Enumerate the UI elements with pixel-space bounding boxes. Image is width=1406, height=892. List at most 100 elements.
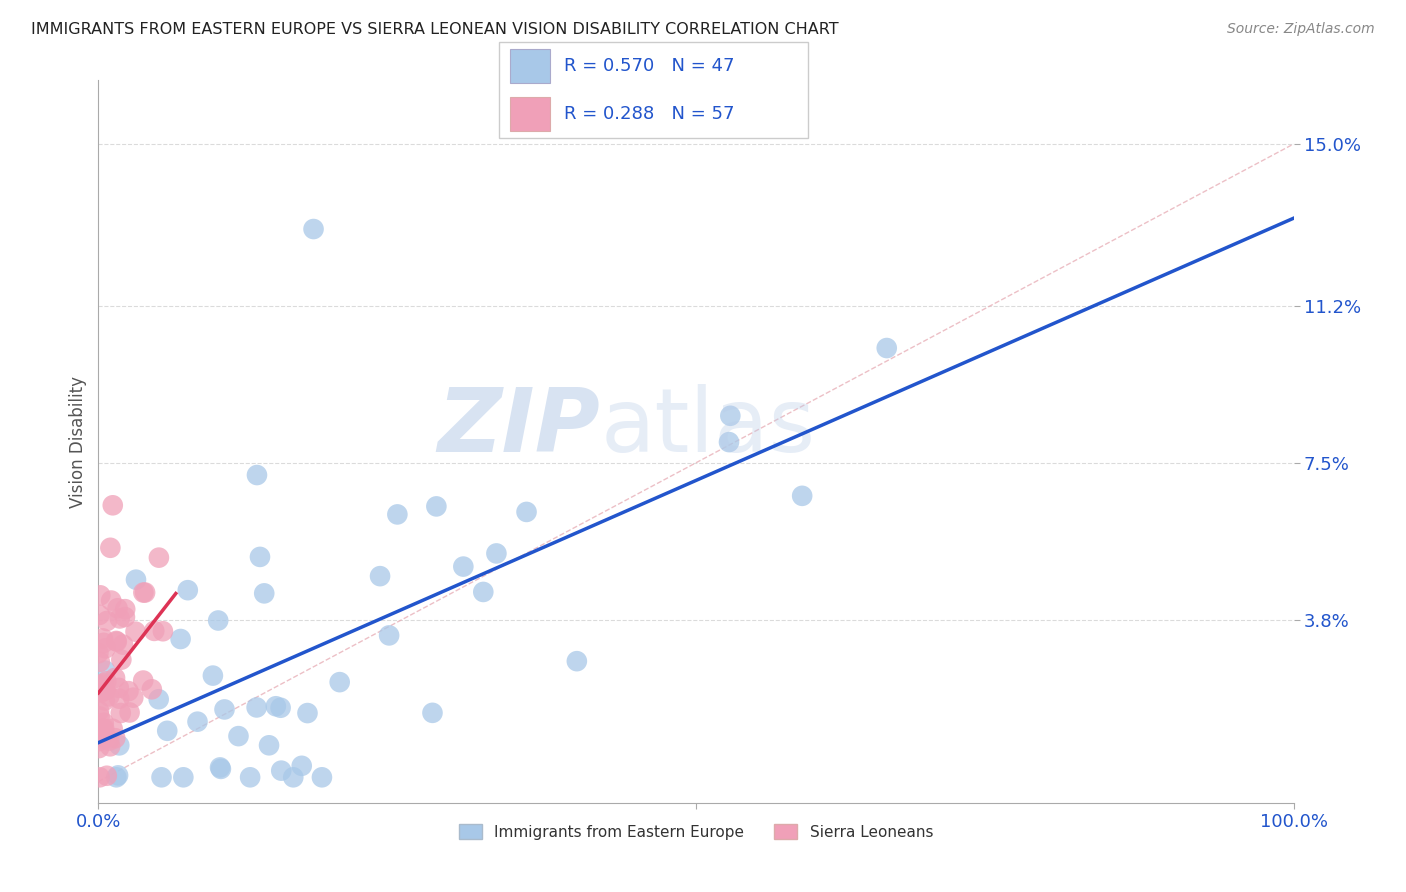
Point [110, 653, 132, 667]
Point [89, 709, 111, 723]
Point [134, 585, 156, 599]
Point [515, 505, 537, 519]
Point [98, 739, 121, 754]
Point [717, 435, 740, 450]
Text: R = 0.288   N = 57: R = 0.288 N = 57 [564, 105, 734, 123]
Point [91, 632, 114, 646]
Point [718, 409, 741, 423]
Point [239, 770, 262, 784]
Point [94, 664, 117, 678]
Point [311, 770, 333, 784]
Point [122, 690, 145, 705]
Text: atlas: atlas [600, 384, 815, 471]
Point [98, 541, 122, 555]
Point [105, 634, 128, 648]
Point [283, 770, 305, 784]
Point [378, 628, 401, 642]
Point [207, 614, 229, 628]
Point [108, 691, 131, 706]
Point [89, 770, 111, 784]
Point [246, 468, 269, 483]
Point [87, 704, 110, 718]
Point [93, 722, 115, 736]
Point [101, 498, 124, 512]
Point [143, 624, 166, 638]
Point [108, 611, 131, 625]
Point [94, 731, 117, 745]
Point [201, 668, 224, 682]
Point [253, 586, 276, 600]
Point [264, 699, 287, 714]
Point [132, 673, 155, 688]
Point [125, 573, 148, 587]
Point [169, 632, 191, 646]
Point [792, 489, 814, 503]
Point [90, 678, 112, 692]
Text: ZIP: ZIP [437, 384, 600, 471]
Point [368, 569, 391, 583]
Point [177, 583, 200, 598]
Legend: Immigrants from Eastern Europe, Sierra Leoneans: Immigrants from Eastern Europe, Sierra L… [453, 818, 939, 846]
Point [209, 760, 232, 774]
Point [172, 770, 194, 784]
Point [270, 764, 292, 778]
Point [87, 684, 110, 698]
Point [118, 706, 141, 720]
Point [104, 731, 127, 746]
Point [110, 706, 132, 720]
Point [96, 614, 118, 628]
Point [87, 734, 110, 748]
Point [485, 546, 508, 560]
Point [89, 655, 111, 669]
Point [108, 681, 131, 695]
Point [108, 739, 131, 753]
Text: R = 0.570   N = 47: R = 0.570 N = 47 [564, 57, 734, 75]
Point [93, 636, 115, 650]
Point [114, 602, 136, 616]
Point [257, 739, 280, 753]
Point [141, 682, 163, 697]
Point [107, 601, 129, 615]
Point [94, 683, 117, 698]
Point [329, 675, 352, 690]
Point [565, 654, 588, 668]
Point [89, 588, 111, 602]
Point [291, 759, 314, 773]
Point [107, 768, 129, 782]
Y-axis label: Vision Disability: Vision Disability [69, 376, 87, 508]
Point [93, 730, 115, 744]
Point [93, 676, 115, 690]
Point [156, 723, 179, 738]
Point [270, 700, 292, 714]
Point [124, 624, 146, 639]
Point [94, 641, 117, 656]
Point [117, 684, 139, 698]
Point [93, 715, 115, 730]
Point [87, 646, 110, 660]
Point [104, 671, 127, 685]
Point [148, 692, 170, 706]
Point [228, 729, 250, 743]
Point [96, 674, 118, 689]
Point [105, 770, 128, 784]
Point [876, 341, 898, 355]
Point [105, 634, 128, 648]
Point [89, 607, 111, 622]
Point [114, 610, 136, 624]
Text: Source: ZipAtlas.com: Source: ZipAtlas.com [1227, 22, 1375, 37]
Point [112, 638, 135, 652]
Point [98, 733, 121, 747]
Point [186, 714, 208, 729]
Point [472, 585, 495, 599]
Point [453, 559, 475, 574]
Point [297, 706, 319, 720]
Point [246, 700, 269, 714]
Point [132, 585, 155, 599]
Point [302, 222, 325, 236]
Point [425, 500, 447, 514]
Point [148, 550, 170, 565]
Point [94, 693, 117, 707]
Point [93, 723, 115, 737]
Point [249, 549, 271, 564]
Point [422, 706, 444, 720]
